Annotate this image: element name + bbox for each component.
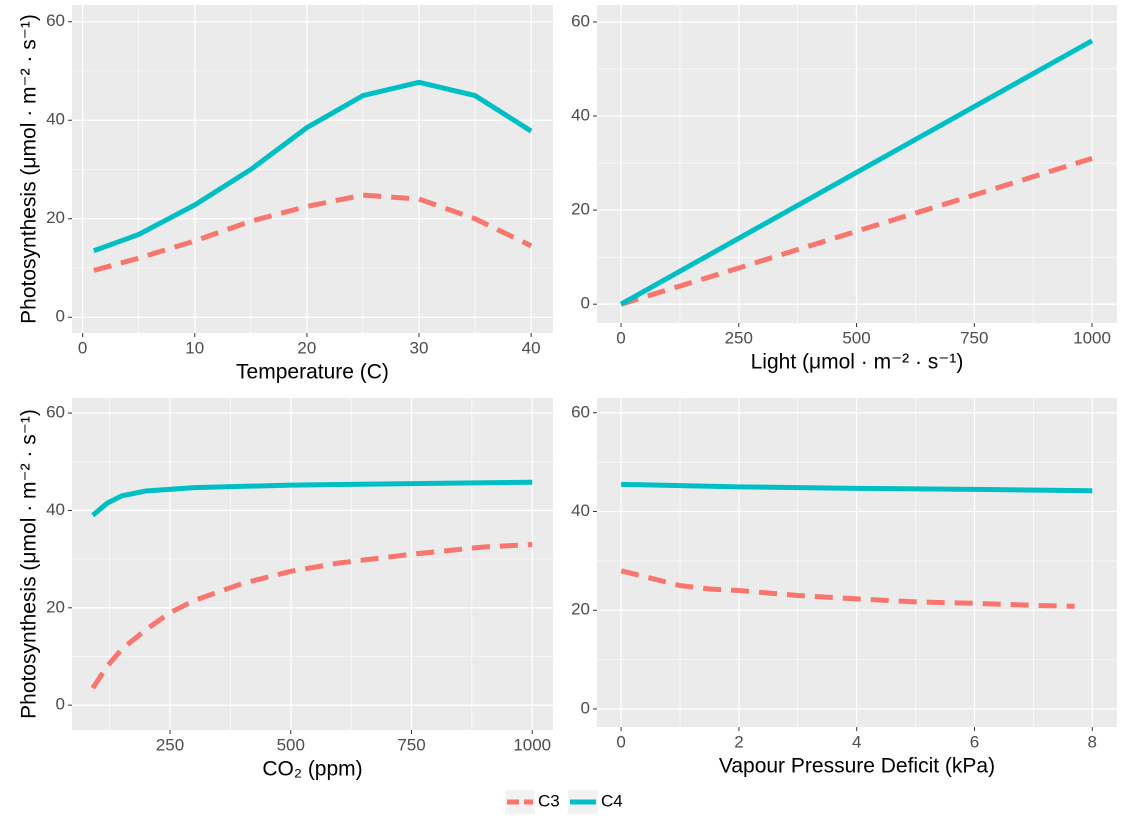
series-line (620, 568, 1075, 609)
x-tick-label: 10 (185, 338, 204, 357)
x-tick-label: 250 (725, 328, 753, 347)
y-tick-label: 0 (56, 307, 65, 326)
series-line (621, 481, 1093, 494)
y-axis-label: Photosynthesis (μmol · m⁻² · s⁻¹) (18, 409, 41, 719)
series-line (90, 542, 533, 690)
panel-background (72, 398, 553, 730)
x-axis-label: CO₂ (ppm) (262, 758, 362, 781)
x-axis-label: Temperature (C) (236, 361, 389, 384)
x-tick-label: 0 (616, 732, 625, 751)
x-axis-label: Vapour Pressure Deficit (kPa) (719, 755, 995, 778)
legend-label: C4 (601, 791, 623, 810)
x-axis-label: Light (μmol · m⁻² · s⁻¹) (751, 351, 964, 374)
series-line (93, 79, 533, 254)
x-tick-label: 8 (1088, 732, 1097, 751)
x-tick-label: 0 (78, 338, 87, 357)
y-tick-label: 0 (581, 294, 590, 313)
series-line (93, 192, 533, 273)
y-tick-label: 20 (46, 597, 65, 616)
y-tick-label: 40 (571, 501, 590, 520)
y-tick-label: 60 (571, 402, 590, 421)
y-tick-label: 20 (571, 600, 590, 619)
y-tick-label: 60 (46, 11, 65, 30)
x-tick-label: 20 (297, 338, 316, 357)
x-tick-label: 500 (277, 735, 305, 754)
x-tick-label: 1000 (513, 735, 551, 754)
panel-background (72, 5, 553, 333)
y-tick-label: 0 (56, 695, 65, 714)
x-tick-label: 500 (842, 328, 870, 347)
x-tick-label: 6 (970, 732, 979, 751)
x-tick-label: 750 (960, 328, 988, 347)
legend-label: C3 (538, 791, 560, 810)
y-tick-label: 60 (46, 403, 65, 422)
x-tick-label: 0 (616, 328, 625, 347)
series-line (91, 479, 533, 518)
y-tick-label: 60 (571, 11, 590, 30)
x-tick-label: 750 (397, 735, 425, 754)
y-tick-label: 0 (581, 698, 590, 717)
x-tick-label: 4 (852, 732, 861, 751)
y-axis-label: Photosynthesis (μmol · m⁻² · s⁻¹) (18, 14, 41, 324)
y-tick-label: 20 (571, 200, 590, 219)
series-line (619, 38, 1094, 307)
y-tick-label: 40 (571, 106, 590, 125)
x-tick-label: 250 (156, 735, 184, 754)
x-tick-label: 2 (734, 732, 743, 751)
x-tick-label: 30 (410, 338, 429, 357)
y-tick-label: 40 (46, 110, 65, 129)
x-tick-label: 40 (522, 338, 541, 357)
y-tick-label: 40 (46, 500, 65, 519)
y-tick-label: 20 (46, 208, 65, 227)
x-tick-label: 1000 (1073, 328, 1111, 347)
